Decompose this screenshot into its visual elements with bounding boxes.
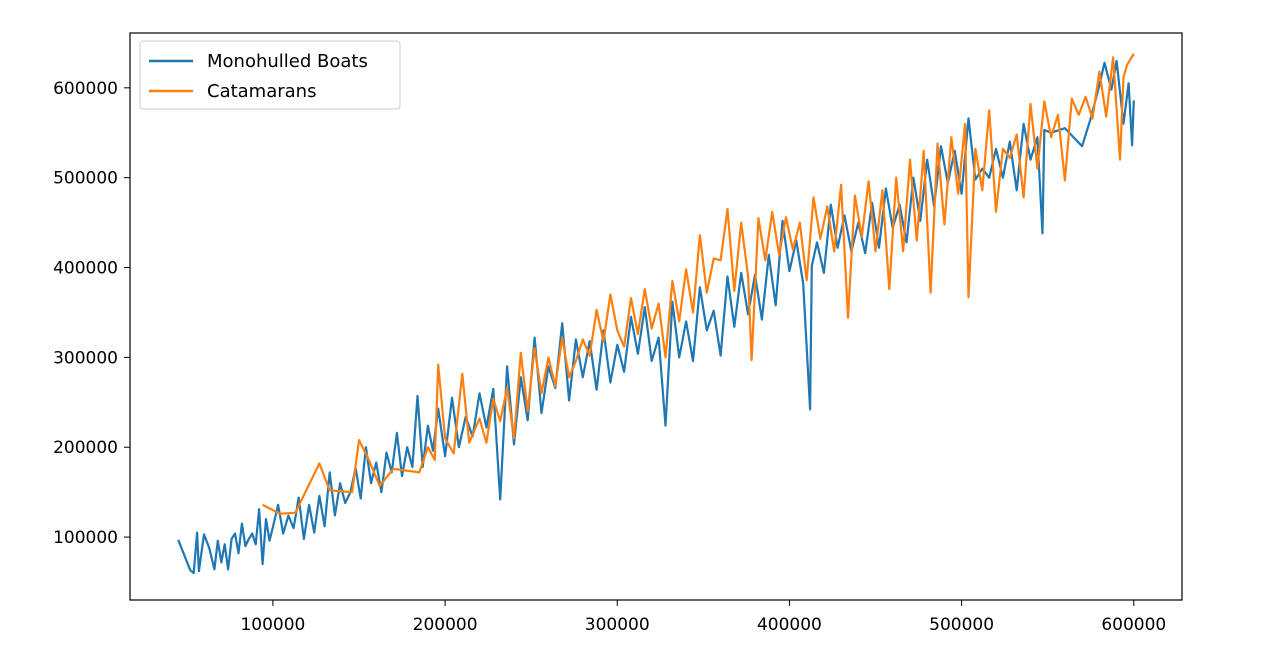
legend: Monohulled Boats Catamarans: [139, 40, 401, 110]
x-axis-ticks: 100000 200000 300000 400000 500000 600000: [240, 600, 1166, 635]
x-tick-label: 300000: [585, 615, 650, 635]
series-line-monohulled-boats: [177, 59, 1135, 575]
y-tick-label: 400000: [53, 259, 118, 279]
y-tick-label: 200000: [53, 438, 118, 458]
y-tick-label: 100000: [53, 528, 118, 548]
y-tick-label: 500000: [53, 169, 118, 189]
y-tick-label: 600000: [53, 79, 118, 99]
x-tick-label: 200000: [413, 615, 478, 635]
legend-label-monohulled-boats: Monohulled Boats: [207, 51, 368, 72]
x-tick-label: 500000: [929, 615, 994, 635]
x-tick-label: 600000: [1101, 615, 1166, 635]
x-tick-label: 400000: [757, 615, 822, 635]
y-axis-ticks: 100000 200000 300000 400000 500000 600000: [53, 79, 130, 548]
series-line-catamarans: [262, 53, 1135, 515]
legend-box: [139, 40, 401, 110]
series-layer: [177, 53, 1135, 575]
y-tick-label: 300000: [53, 348, 118, 368]
x-tick-label: 100000: [240, 615, 305, 635]
plot-area-frame: [129, 32, 1183, 601]
legend-label-catamarans: Catamarans: [207, 81, 316, 102]
